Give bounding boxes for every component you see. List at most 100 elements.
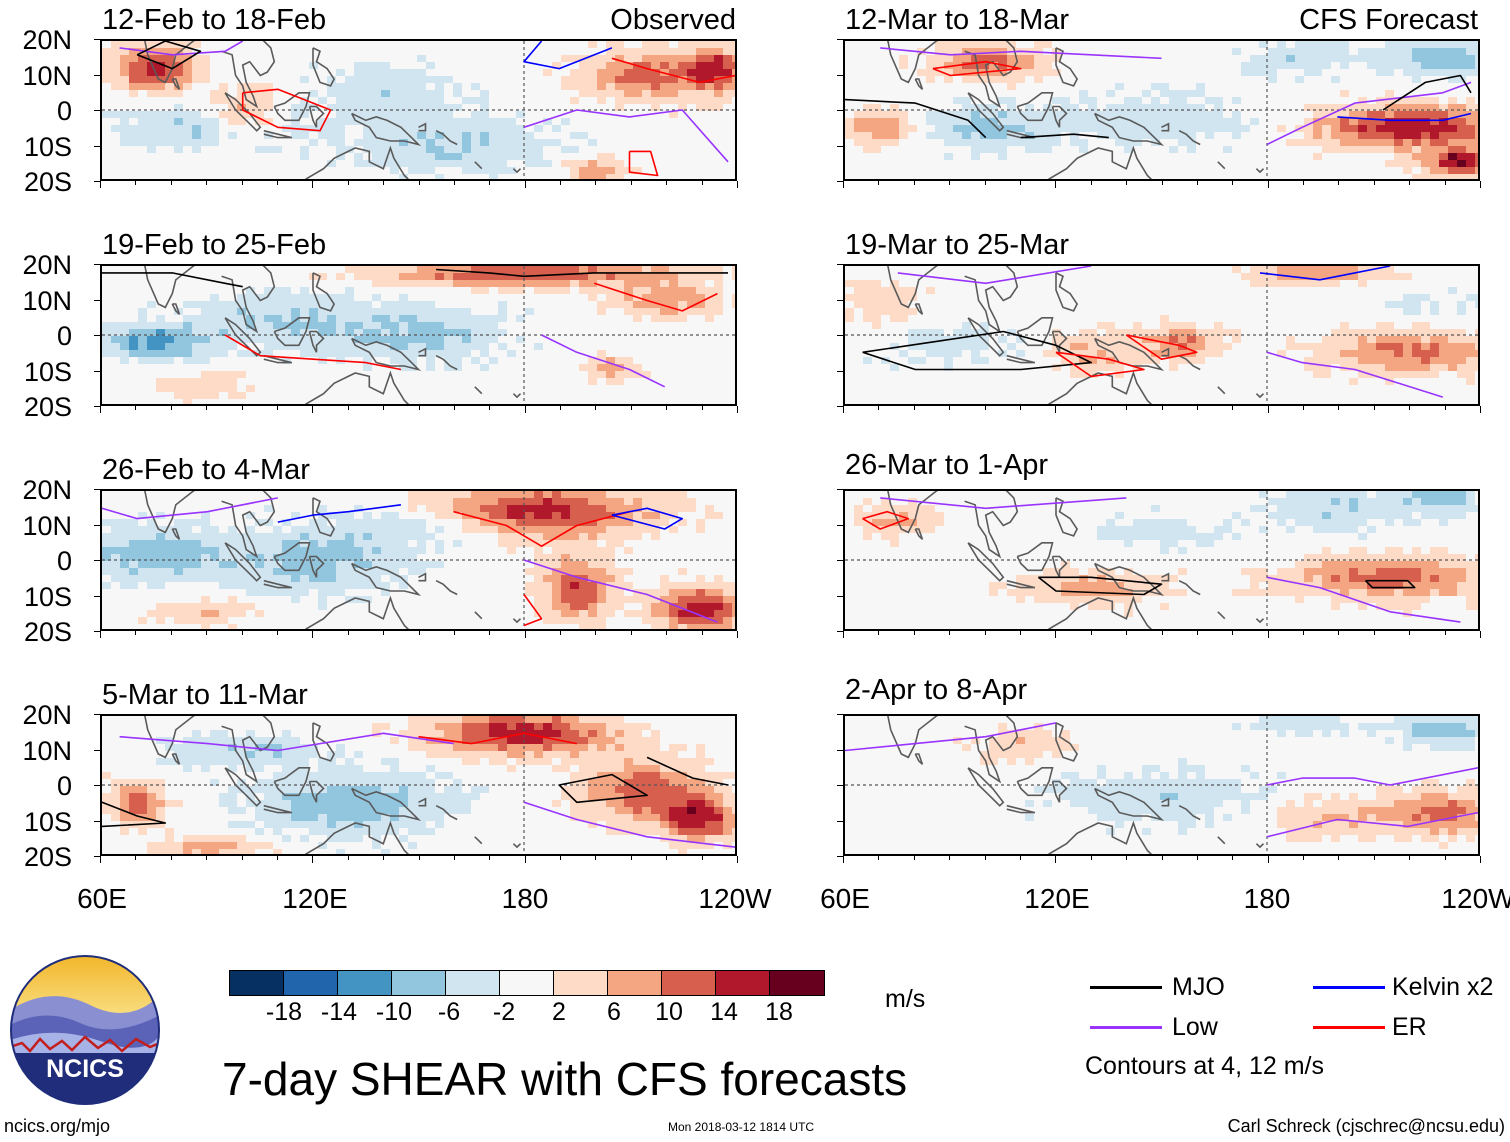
shear-cell xyxy=(390,266,400,274)
shear-cell xyxy=(462,329,472,337)
shear-cell xyxy=(606,62,616,70)
shear-cell xyxy=(138,533,148,541)
shear-cell xyxy=(354,329,364,337)
shear-cell xyxy=(633,547,643,555)
shear-cell xyxy=(714,294,724,302)
shear-cell xyxy=(561,336,571,344)
shear-cell xyxy=(624,547,634,555)
shear-cell xyxy=(687,610,697,618)
shear-cell xyxy=(570,610,580,618)
shear-cell xyxy=(498,392,508,400)
shear-cell xyxy=(183,294,193,302)
shear-cell xyxy=(237,301,247,309)
lon-tick xyxy=(630,406,632,410)
shear-cell xyxy=(507,568,517,576)
shear-cell xyxy=(336,294,346,302)
shear-cell xyxy=(732,97,735,105)
shear-cell xyxy=(192,153,202,161)
shear-cell xyxy=(651,547,661,555)
shear-cell xyxy=(228,118,238,126)
shear-cell xyxy=(120,561,130,569)
shear-cell xyxy=(489,146,499,154)
shear-cell xyxy=(534,97,544,105)
shear-cell xyxy=(624,519,634,527)
shear-cell xyxy=(327,371,337,379)
shear-cell xyxy=(309,69,319,77)
shear-cell xyxy=(588,97,598,105)
shear-cell xyxy=(633,378,643,386)
shear-cell xyxy=(318,343,328,351)
shear-cell xyxy=(669,730,679,738)
shear-cell xyxy=(300,589,310,597)
shear-cell xyxy=(363,498,373,506)
shear-cell xyxy=(345,723,355,731)
shear-cell xyxy=(408,744,418,752)
shear-cell xyxy=(390,399,400,404)
shear-cell xyxy=(219,582,229,590)
shear-cell xyxy=(228,266,238,274)
shear-cell xyxy=(129,76,139,84)
shear-cell xyxy=(264,139,274,147)
shear-cell xyxy=(525,350,535,358)
shear-cell xyxy=(480,582,490,590)
shear-cell xyxy=(300,385,310,393)
shear-cell xyxy=(552,371,562,379)
lat-tick xyxy=(94,595,100,597)
shear-cell xyxy=(516,744,526,752)
shear-cell xyxy=(435,153,445,161)
shear-cell xyxy=(723,329,733,337)
shear-cell xyxy=(165,716,175,724)
shear-cell xyxy=(327,378,337,386)
lon-tick xyxy=(453,631,455,635)
shear-cell xyxy=(696,48,706,56)
shear-cell xyxy=(300,505,310,513)
shear-cell xyxy=(516,526,526,534)
shear-cell xyxy=(435,287,445,295)
shear-cell xyxy=(318,90,328,98)
shear-cell xyxy=(615,294,625,302)
shear-cell xyxy=(588,55,598,63)
shear-cell xyxy=(624,575,634,583)
shear-cell xyxy=(633,617,643,625)
shear-cell xyxy=(714,371,724,379)
shear-cell xyxy=(705,287,715,295)
shear-cell xyxy=(498,568,508,576)
shear-cell xyxy=(390,512,400,520)
shear-cell xyxy=(174,624,184,629)
shear-cell xyxy=(246,125,256,133)
shear-cell xyxy=(597,624,607,629)
shear-cell xyxy=(327,554,337,562)
shear-cell xyxy=(696,308,706,316)
shear-cell xyxy=(552,273,562,281)
shear-cell xyxy=(579,308,589,316)
shear-cell xyxy=(309,554,319,562)
shear-cell xyxy=(291,97,301,105)
shear-cell xyxy=(174,385,184,393)
shear-cell xyxy=(273,69,283,77)
shear-cell xyxy=(120,125,130,133)
wave-contour xyxy=(541,334,666,388)
shear-cell xyxy=(174,294,184,302)
shear-cell xyxy=(201,610,211,618)
shear-cell xyxy=(714,132,724,140)
shear-cell xyxy=(255,399,265,404)
shear-cell xyxy=(345,596,355,604)
shear-cell xyxy=(588,716,598,724)
shear-cell xyxy=(579,617,589,625)
shear-cell xyxy=(471,561,481,569)
shear-cell xyxy=(687,554,697,562)
shear-cell xyxy=(534,336,544,344)
shear-cell xyxy=(309,139,319,147)
shear-cell xyxy=(417,160,427,168)
shear-cell xyxy=(345,97,355,105)
shear-cell xyxy=(723,547,733,555)
shear-cell xyxy=(192,568,202,576)
wave-contour xyxy=(523,594,543,627)
shear-cell xyxy=(453,315,463,323)
shear-cell xyxy=(273,62,283,70)
shear-cell xyxy=(480,498,490,506)
shear-cell xyxy=(426,399,436,404)
shear-cell xyxy=(453,343,463,351)
shear-cell xyxy=(147,624,157,629)
shear-cell xyxy=(705,533,715,541)
